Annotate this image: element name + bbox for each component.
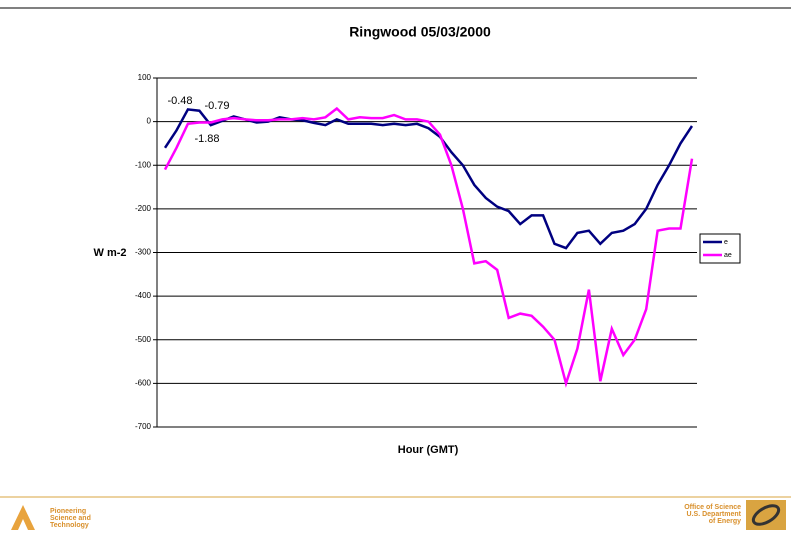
footer-left: Science and — [50, 515, 91, 522]
footer-right: of Energy — [709, 518, 741, 525]
annotation: -1.88 — [194, 133, 219, 145]
y-tick-label: -600 — [135, 378, 152, 387]
legend-box — [699, 233, 741, 264]
line-series — [163, 106, 694, 388]
line-series — [163, 108, 694, 250]
annotation: -0.79 — [204, 100, 229, 112]
y-tick-label: -500 — [135, 335, 152, 344]
footer-left: Technology — [50, 522, 89, 529]
footer-right: Office of Science — [684, 504, 741, 511]
legend-label: ae — [724, 252, 732, 259]
y-tick-label: -700 — [135, 422, 152, 431]
footer-left: Pioneering — [50, 508, 86, 515]
footer-right: U.S. Department — [687, 511, 742, 518]
chart-title: Ringwood 05/03/2000 — [349, 24, 491, 40]
y-tick-label: 0 — [147, 117, 152, 126]
y-tick-label: -200 — [135, 204, 152, 213]
annotation: -0.48 — [167, 95, 192, 107]
legend-label: e — [724, 239, 728, 246]
y-tick-label: 100 — [138, 73, 152, 82]
x-axis-label: Hour (GMT) — [398, 444, 459, 456]
left-logo — [11, 505, 35, 530]
y-tick-label: -100 — [135, 160, 152, 169]
y-tick-label: -400 — [135, 291, 152, 300]
right-logo — [746, 500, 786, 530]
y-axis-label: W m-2 — [94, 247, 127, 259]
y-tick-label: -300 — [135, 248, 152, 257]
